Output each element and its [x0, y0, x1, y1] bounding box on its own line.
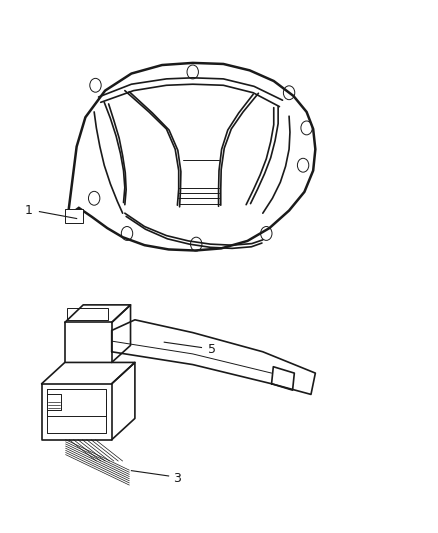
Bar: [67, 308, 108, 320]
Text: 3: 3: [173, 472, 181, 485]
Text: 1: 1: [25, 204, 32, 217]
Bar: [65, 209, 83, 223]
Text: 5: 5: [208, 343, 216, 356]
